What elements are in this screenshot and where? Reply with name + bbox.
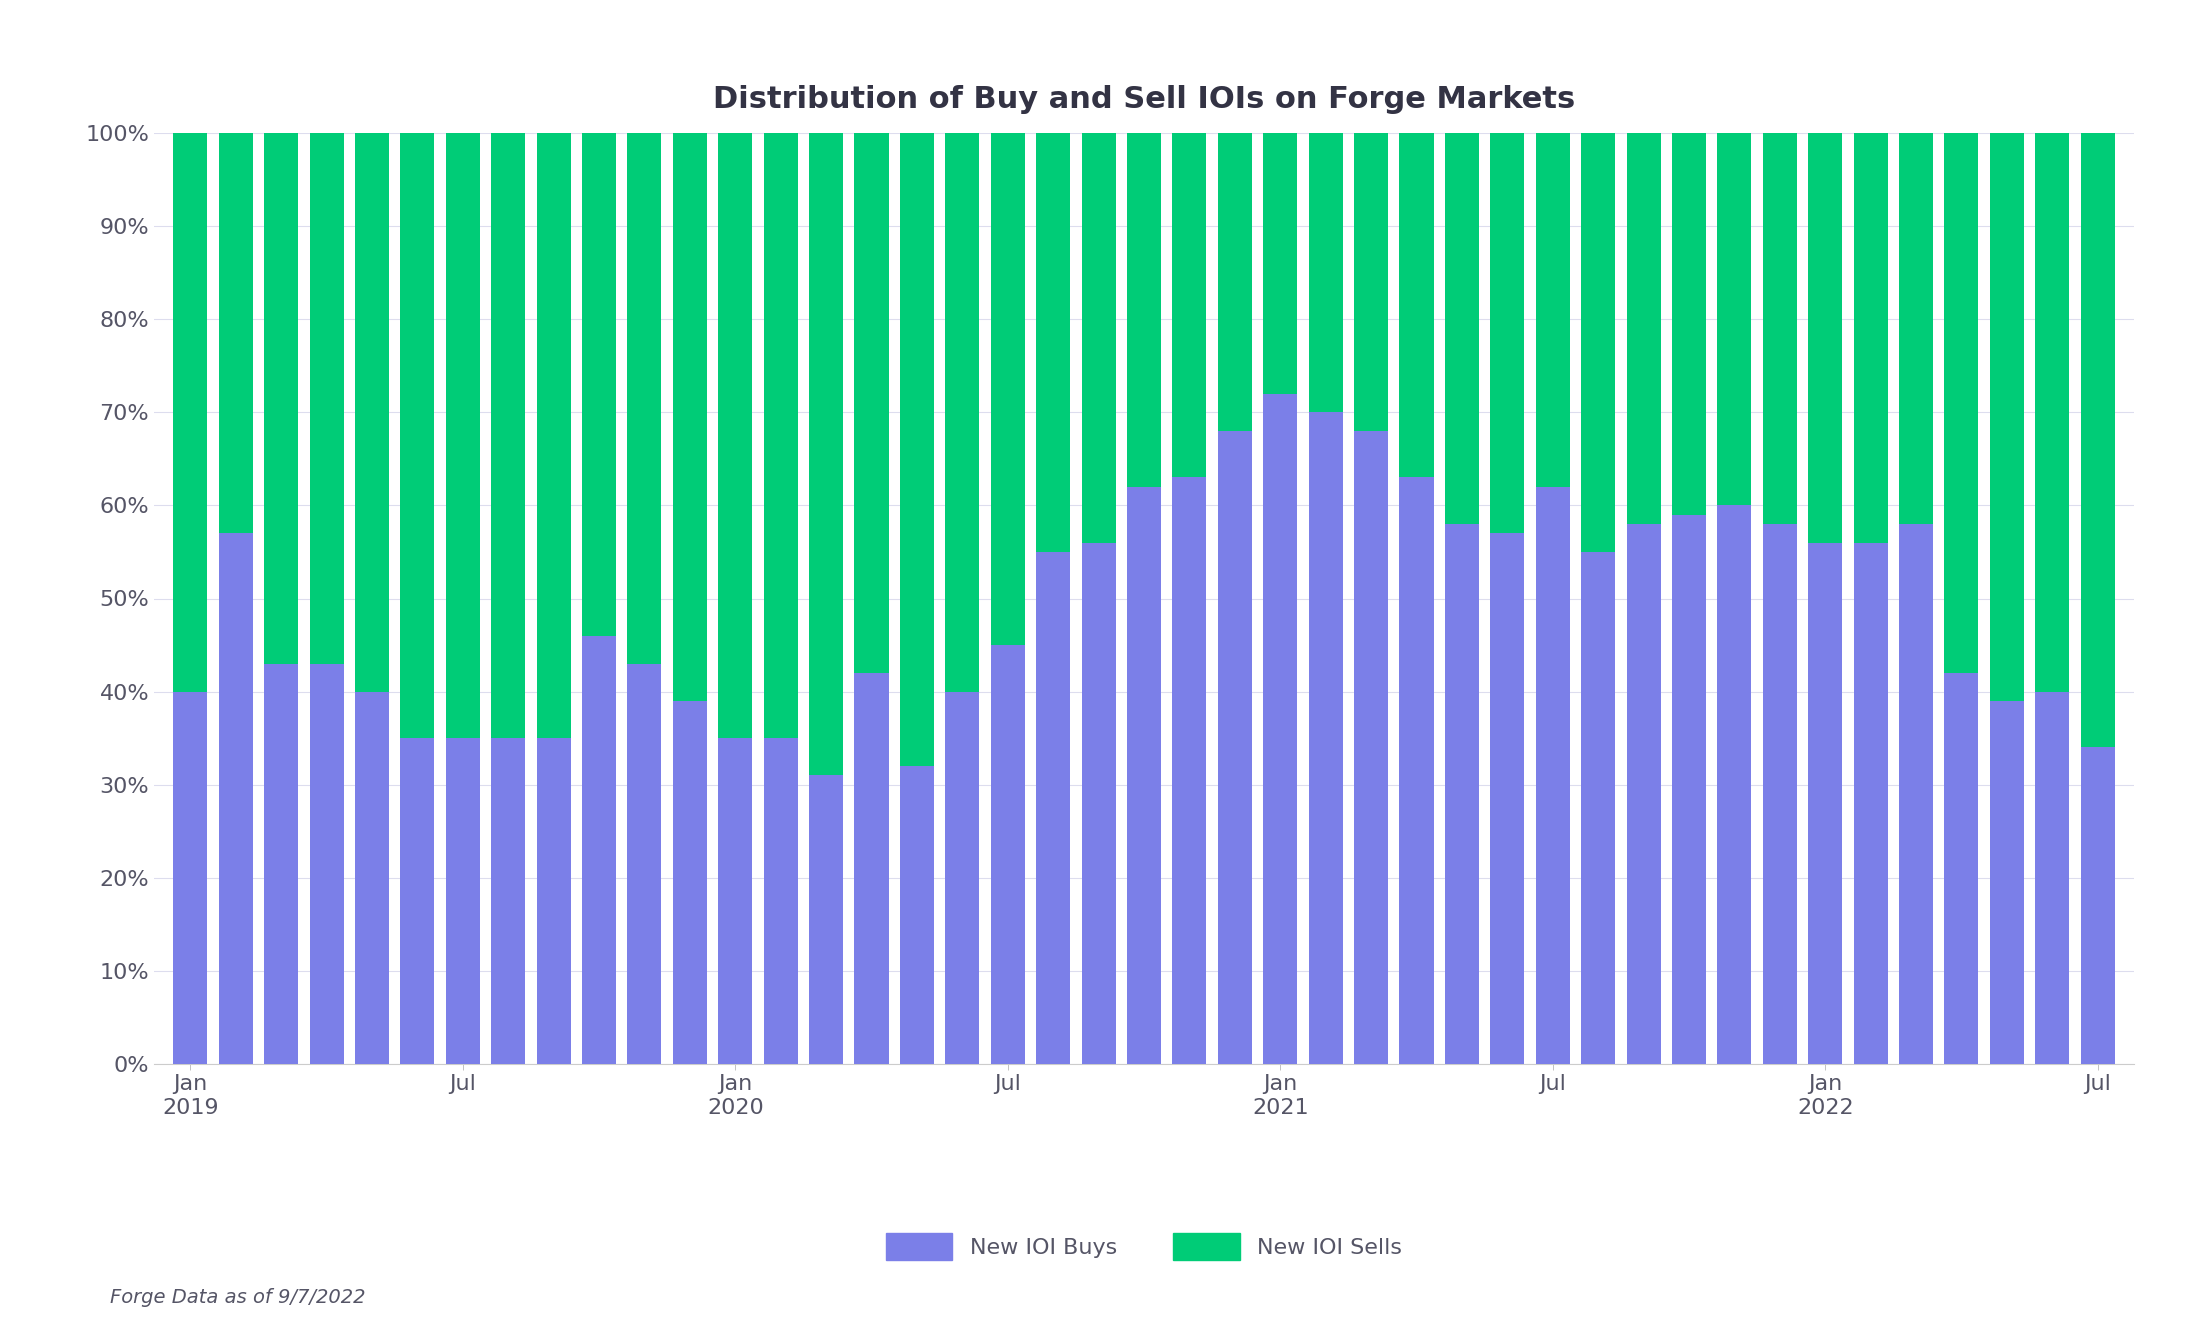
- Bar: [1036, 552, 1069, 1064]
- Bar: [218, 133, 253, 533]
- Bar: [810, 775, 843, 1064]
- Bar: [1899, 133, 1934, 524]
- Bar: [1536, 133, 1571, 487]
- Bar: [1626, 524, 1661, 1064]
- Bar: [1173, 133, 1206, 477]
- Bar: [1808, 543, 1841, 1064]
- Text: Forge Data as of 9/7/2022: Forge Data as of 9/7/2022: [110, 1289, 365, 1307]
- Bar: [1989, 133, 2024, 701]
- Title: Distribution of Buy and Sell IOIs on Forge Markets: Distribution of Buy and Sell IOIs on For…: [713, 85, 1575, 114]
- Bar: [310, 133, 343, 664]
- Legend: New IOI Buys, New IOI Sells: New IOI Buys, New IOI Sells: [878, 1224, 1410, 1269]
- Bar: [537, 738, 570, 1064]
- Bar: [854, 133, 889, 673]
- Bar: [1219, 133, 1252, 431]
- Bar: [1353, 431, 1388, 1064]
- Bar: [854, 673, 889, 1064]
- Bar: [627, 133, 662, 664]
- Bar: [1445, 133, 1478, 524]
- Bar: [1219, 431, 1252, 1064]
- Bar: [1173, 477, 1206, 1064]
- Bar: [1399, 133, 1434, 477]
- Bar: [447, 133, 480, 738]
- Bar: [2035, 692, 2070, 1064]
- Bar: [1945, 673, 1978, 1064]
- Bar: [946, 692, 979, 1064]
- Bar: [400, 738, 433, 1064]
- Bar: [2081, 747, 2114, 1064]
- Bar: [1718, 133, 1751, 505]
- Bar: [354, 692, 389, 1064]
- Bar: [717, 738, 752, 1064]
- Bar: [1399, 477, 1434, 1064]
- Bar: [1855, 133, 1888, 543]
- Bar: [174, 692, 207, 1064]
- Bar: [990, 645, 1025, 1064]
- Bar: [1672, 515, 1705, 1064]
- Bar: [1263, 133, 1298, 394]
- Bar: [1082, 133, 1115, 543]
- Bar: [673, 701, 706, 1064]
- Bar: [717, 133, 752, 738]
- Bar: [1309, 133, 1342, 412]
- Bar: [354, 133, 389, 692]
- Bar: [447, 738, 480, 1064]
- Bar: [583, 636, 616, 1064]
- Bar: [491, 133, 526, 738]
- Bar: [763, 738, 799, 1064]
- Bar: [1989, 701, 2024, 1064]
- Bar: [1082, 543, 1115, 1064]
- Bar: [1353, 133, 1388, 431]
- Bar: [1945, 133, 1978, 673]
- Bar: [1718, 505, 1751, 1064]
- Bar: [264, 133, 299, 664]
- Bar: [264, 664, 299, 1064]
- Bar: [1263, 394, 1298, 1064]
- Bar: [1489, 533, 1525, 1064]
- Bar: [1489, 133, 1525, 533]
- Bar: [673, 133, 706, 701]
- Bar: [1808, 133, 1841, 543]
- Bar: [2035, 133, 2070, 692]
- Bar: [900, 133, 935, 766]
- Bar: [218, 533, 253, 1064]
- Bar: [900, 766, 935, 1064]
- Bar: [627, 664, 662, 1064]
- Bar: [990, 133, 1025, 645]
- Bar: [1536, 487, 1571, 1064]
- Bar: [583, 133, 616, 636]
- Bar: [1672, 133, 1705, 515]
- Bar: [174, 133, 207, 692]
- Bar: [1626, 133, 1661, 524]
- Bar: [1582, 552, 1615, 1064]
- Bar: [2081, 133, 2114, 747]
- Bar: [1126, 487, 1162, 1064]
- Bar: [1036, 133, 1069, 552]
- Bar: [310, 664, 343, 1064]
- Bar: [1762, 524, 1797, 1064]
- Bar: [946, 133, 979, 692]
- Bar: [1899, 524, 1934, 1064]
- Bar: [810, 133, 843, 775]
- Bar: [1582, 133, 1615, 552]
- Bar: [1762, 133, 1797, 524]
- Bar: [491, 738, 526, 1064]
- Bar: [400, 133, 433, 738]
- Bar: [1309, 412, 1342, 1064]
- Bar: [537, 133, 570, 738]
- Bar: [763, 133, 799, 738]
- Bar: [1445, 524, 1478, 1064]
- Bar: [1855, 543, 1888, 1064]
- Bar: [1126, 133, 1162, 487]
